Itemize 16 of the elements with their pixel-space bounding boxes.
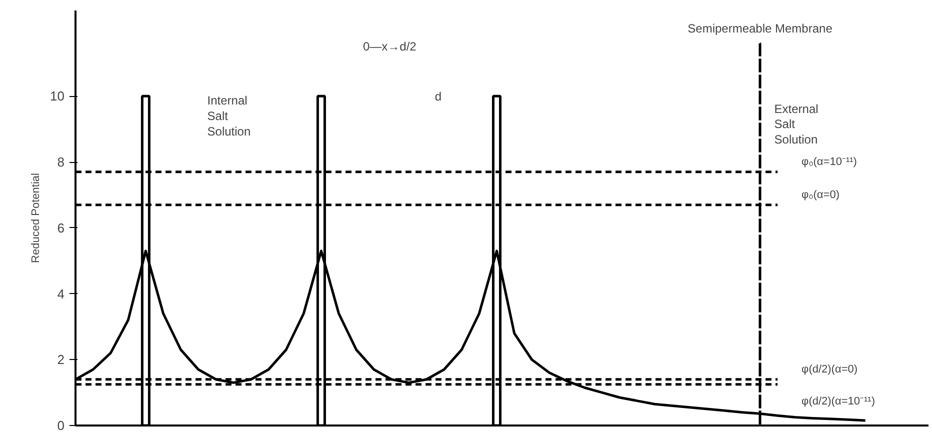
y-tick-label: 2 xyxy=(57,352,65,368)
y-tick-label: 6 xyxy=(57,220,65,236)
y-tick-label: 8 xyxy=(57,154,65,170)
y-tick-label: 4 xyxy=(57,286,65,302)
annotation: 0—x→d/2 xyxy=(362,40,417,54)
text: φ₀(α=0) xyxy=(802,188,840,201)
annotation: d xyxy=(434,89,442,104)
text: φ(d/2)(α=10⁻¹¹) xyxy=(802,395,875,408)
y-tick-label: 10 xyxy=(50,88,65,104)
text: φ(d/2)(α=0) xyxy=(802,363,858,376)
annotation: Internal Salt Solution xyxy=(207,94,251,138)
text: φ₀(α=10⁻¹¹) xyxy=(802,156,857,168)
annotation: External Salt Solution xyxy=(774,102,818,147)
series-label: Semipermeable Membrane xyxy=(688,21,833,36)
y-axis-title: Reduced Potential xyxy=(30,173,42,263)
y-tick-label: 0 xyxy=(57,418,65,433)
